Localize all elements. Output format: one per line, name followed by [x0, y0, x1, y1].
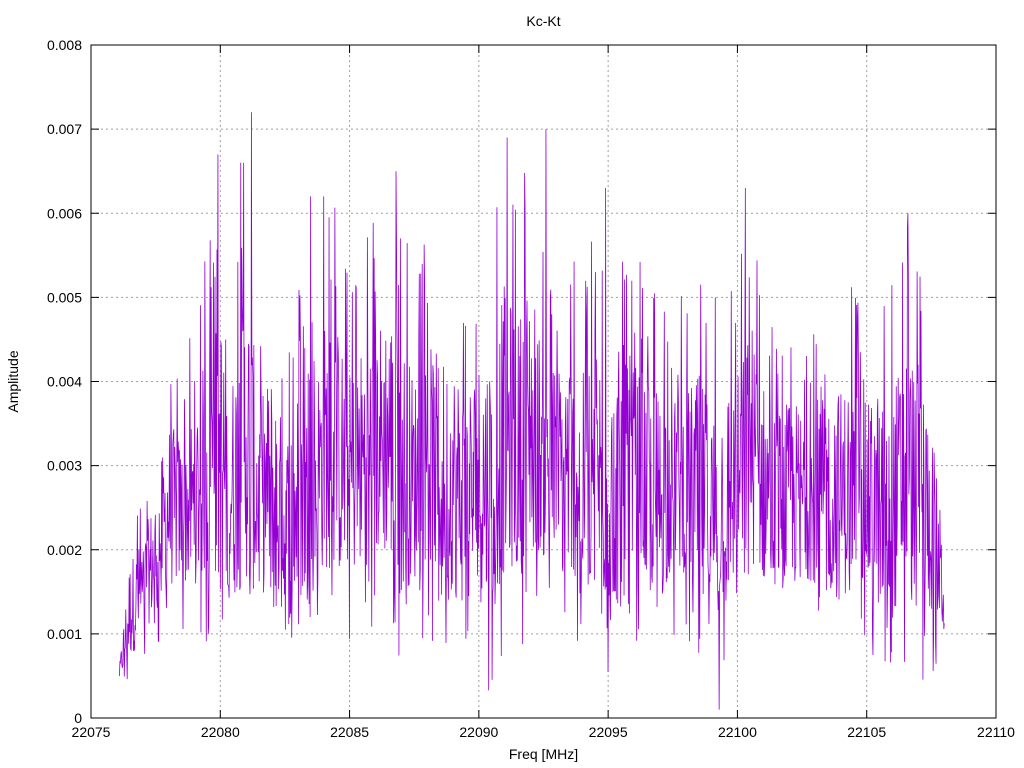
x-axis-label: Freq [MHz] [509, 746, 578, 762]
tick-labels: 22075 22080 22085 22090 22095 22100 22105 22110… [47, 37, 1015, 740]
y-axis-label: Amplitude [5, 350, 21, 412]
x-tick-label: 22105 [847, 724, 886, 740]
series-line-kc-kt [119, 112, 945, 710]
y-tick-label: 0.006 [47, 205, 82, 221]
x-tick-label: 22095 [589, 724, 628, 740]
chart-title: Kc-Kt [526, 13, 560, 29]
x-tick-label: 22075 [72, 724, 111, 740]
x-tick-label: 22090 [459, 724, 498, 740]
y-tick-label: 0.002 [47, 542, 82, 558]
x-tick-label: 22110 [977, 724, 1015, 740]
y-tick-label: 0 [74, 710, 82, 726]
series-group [119, 112, 945, 710]
y-tick-label: 0.008 [47, 37, 82, 53]
y-tick-label: 0.001 [47, 626, 82, 642]
x-tick-label: 22085 [330, 724, 369, 740]
x-tick-label: 22080 [201, 724, 240, 740]
y-tick-label: 0.003 [47, 458, 82, 474]
y-tick-label: 0.004 [47, 374, 82, 390]
axis-ticks [90, 44, 997, 719]
x-tick-label: 22100 [718, 724, 757, 740]
y-tick-label: 0.007 [47, 121, 82, 137]
y-tick-label: 0.005 [47, 289, 82, 305]
